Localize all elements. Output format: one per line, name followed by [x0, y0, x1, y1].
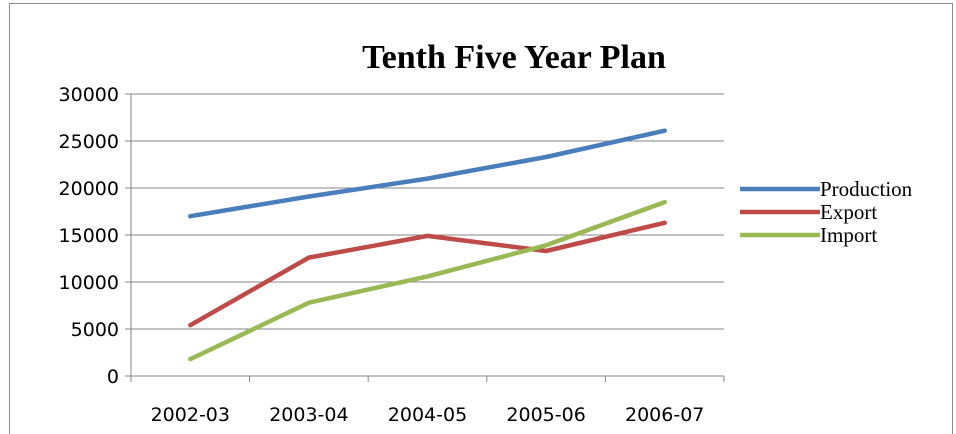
y-tick-label: 25000 — [59, 131, 119, 153]
x-tick-label: 2005-06 — [506, 404, 585, 426]
x-tick-label: 2002-03 — [151, 404, 230, 426]
legend-label-production: Production — [820, 177, 913, 201]
series-line-export — [188, 220, 667, 328]
chart-frame — [9, 3, 953, 434]
y-tick-label: 30000 — [59, 84, 119, 106]
y-tick-label: 5000 — [71, 319, 119, 341]
x-tick-label: 2003-04 — [269, 404, 348, 426]
y-axis-ticks: 0 5000 10000 15000 20000 25000 30000 — [59, 84, 119, 388]
y-tick-label: 0 — [107, 366, 119, 388]
series-lines — [188, 128, 667, 362]
axes — [125, 93, 725, 382]
x-tick-label: 2006-07 — [625, 404, 704, 426]
x-axis-ticks: 2002-03 2003-04 2004-05 2005-06 2006-07 — [151, 404, 705, 426]
x-tick-label: 2004-05 — [388, 404, 467, 426]
y-tick-label: 20000 — [59, 178, 119, 200]
legend-label-import: Import — [820, 223, 877, 247]
chart-title: Tenth Five Year Plan — [362, 39, 666, 76]
series-line-import — [188, 199, 667, 362]
y-tick-label: 10000 — [59, 272, 119, 294]
y-tick-label: 15000 — [59, 225, 119, 247]
series-line-production — [188, 128, 667, 219]
legend-label-export: Export — [820, 200, 877, 224]
